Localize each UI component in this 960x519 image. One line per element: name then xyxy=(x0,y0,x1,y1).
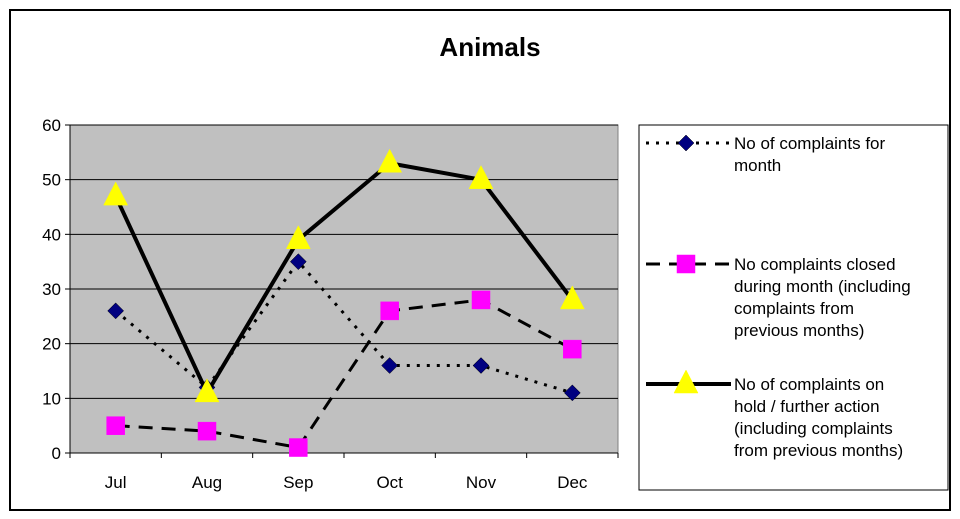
series-1-point xyxy=(289,253,307,271)
legend-box xyxy=(638,124,949,491)
legend-label-2: No complaints closed xyxy=(734,255,896,274)
chart-title: Animals xyxy=(439,32,540,62)
series-2-point xyxy=(197,421,217,441)
legend-label-3: (including complaints xyxy=(734,419,893,438)
series-layer xyxy=(103,148,585,457)
series-line-1 xyxy=(114,260,573,395)
series-1-point xyxy=(472,357,490,374)
series-3-point xyxy=(468,165,494,189)
legend-label-2: complaints from xyxy=(734,299,854,318)
axes: 0 10 20 30 40 50 60 Jul Aug Sep Oct Nov Dec xyxy=(42,116,619,492)
legend-marker-3 xyxy=(673,369,699,394)
legend-label-3: hold / further action xyxy=(734,397,880,416)
series-3-point xyxy=(194,378,220,403)
y-tick-label: 0 xyxy=(52,444,61,463)
series-2-point xyxy=(471,290,491,310)
series-3-point xyxy=(285,225,311,250)
x-tick-label: Aug xyxy=(192,473,222,492)
series-3-point xyxy=(377,148,403,173)
series-1-point xyxy=(563,384,581,402)
series-1-point xyxy=(381,357,399,374)
y-tick-label: 10 xyxy=(42,389,61,408)
legend-label-2: previous months) xyxy=(734,321,864,340)
legend-label-2: during month (including xyxy=(734,277,911,296)
series-3-point xyxy=(559,285,585,310)
x-tick-label: Sep xyxy=(283,473,313,492)
y-tick-label: 40 xyxy=(42,225,61,244)
series-2-point xyxy=(380,301,399,321)
series-3-point xyxy=(103,181,129,206)
x-tick-label: Jul xyxy=(105,473,127,492)
y-tick-label: 20 xyxy=(42,335,61,354)
x-tick-label: Dec xyxy=(557,473,588,492)
legend-marker-1 xyxy=(677,134,695,152)
legend-label-3: from previous months) xyxy=(734,441,903,460)
x-tick-label: Nov xyxy=(466,473,497,492)
series-line-3 xyxy=(113,161,574,395)
gridlines xyxy=(70,124,618,399)
series-line-2 xyxy=(115,298,574,450)
series-2-point xyxy=(106,416,125,435)
series-2-point xyxy=(563,339,582,359)
y-tick-label: 60 xyxy=(42,116,61,135)
y-tick-label: 50 xyxy=(42,171,61,190)
legend-label-1: No of complaints for xyxy=(734,134,886,153)
series-1-point xyxy=(107,302,125,320)
x-tick-label: Oct xyxy=(376,473,403,492)
series-2-point xyxy=(289,438,308,457)
legend-label-1: month xyxy=(734,156,781,175)
y-tick-label: 30 xyxy=(42,280,61,299)
legend-label-3: No of complaints on xyxy=(734,375,884,394)
legend-marker-2 xyxy=(676,254,696,274)
legend: No of complaints for month No complaints c… xyxy=(638,124,949,491)
